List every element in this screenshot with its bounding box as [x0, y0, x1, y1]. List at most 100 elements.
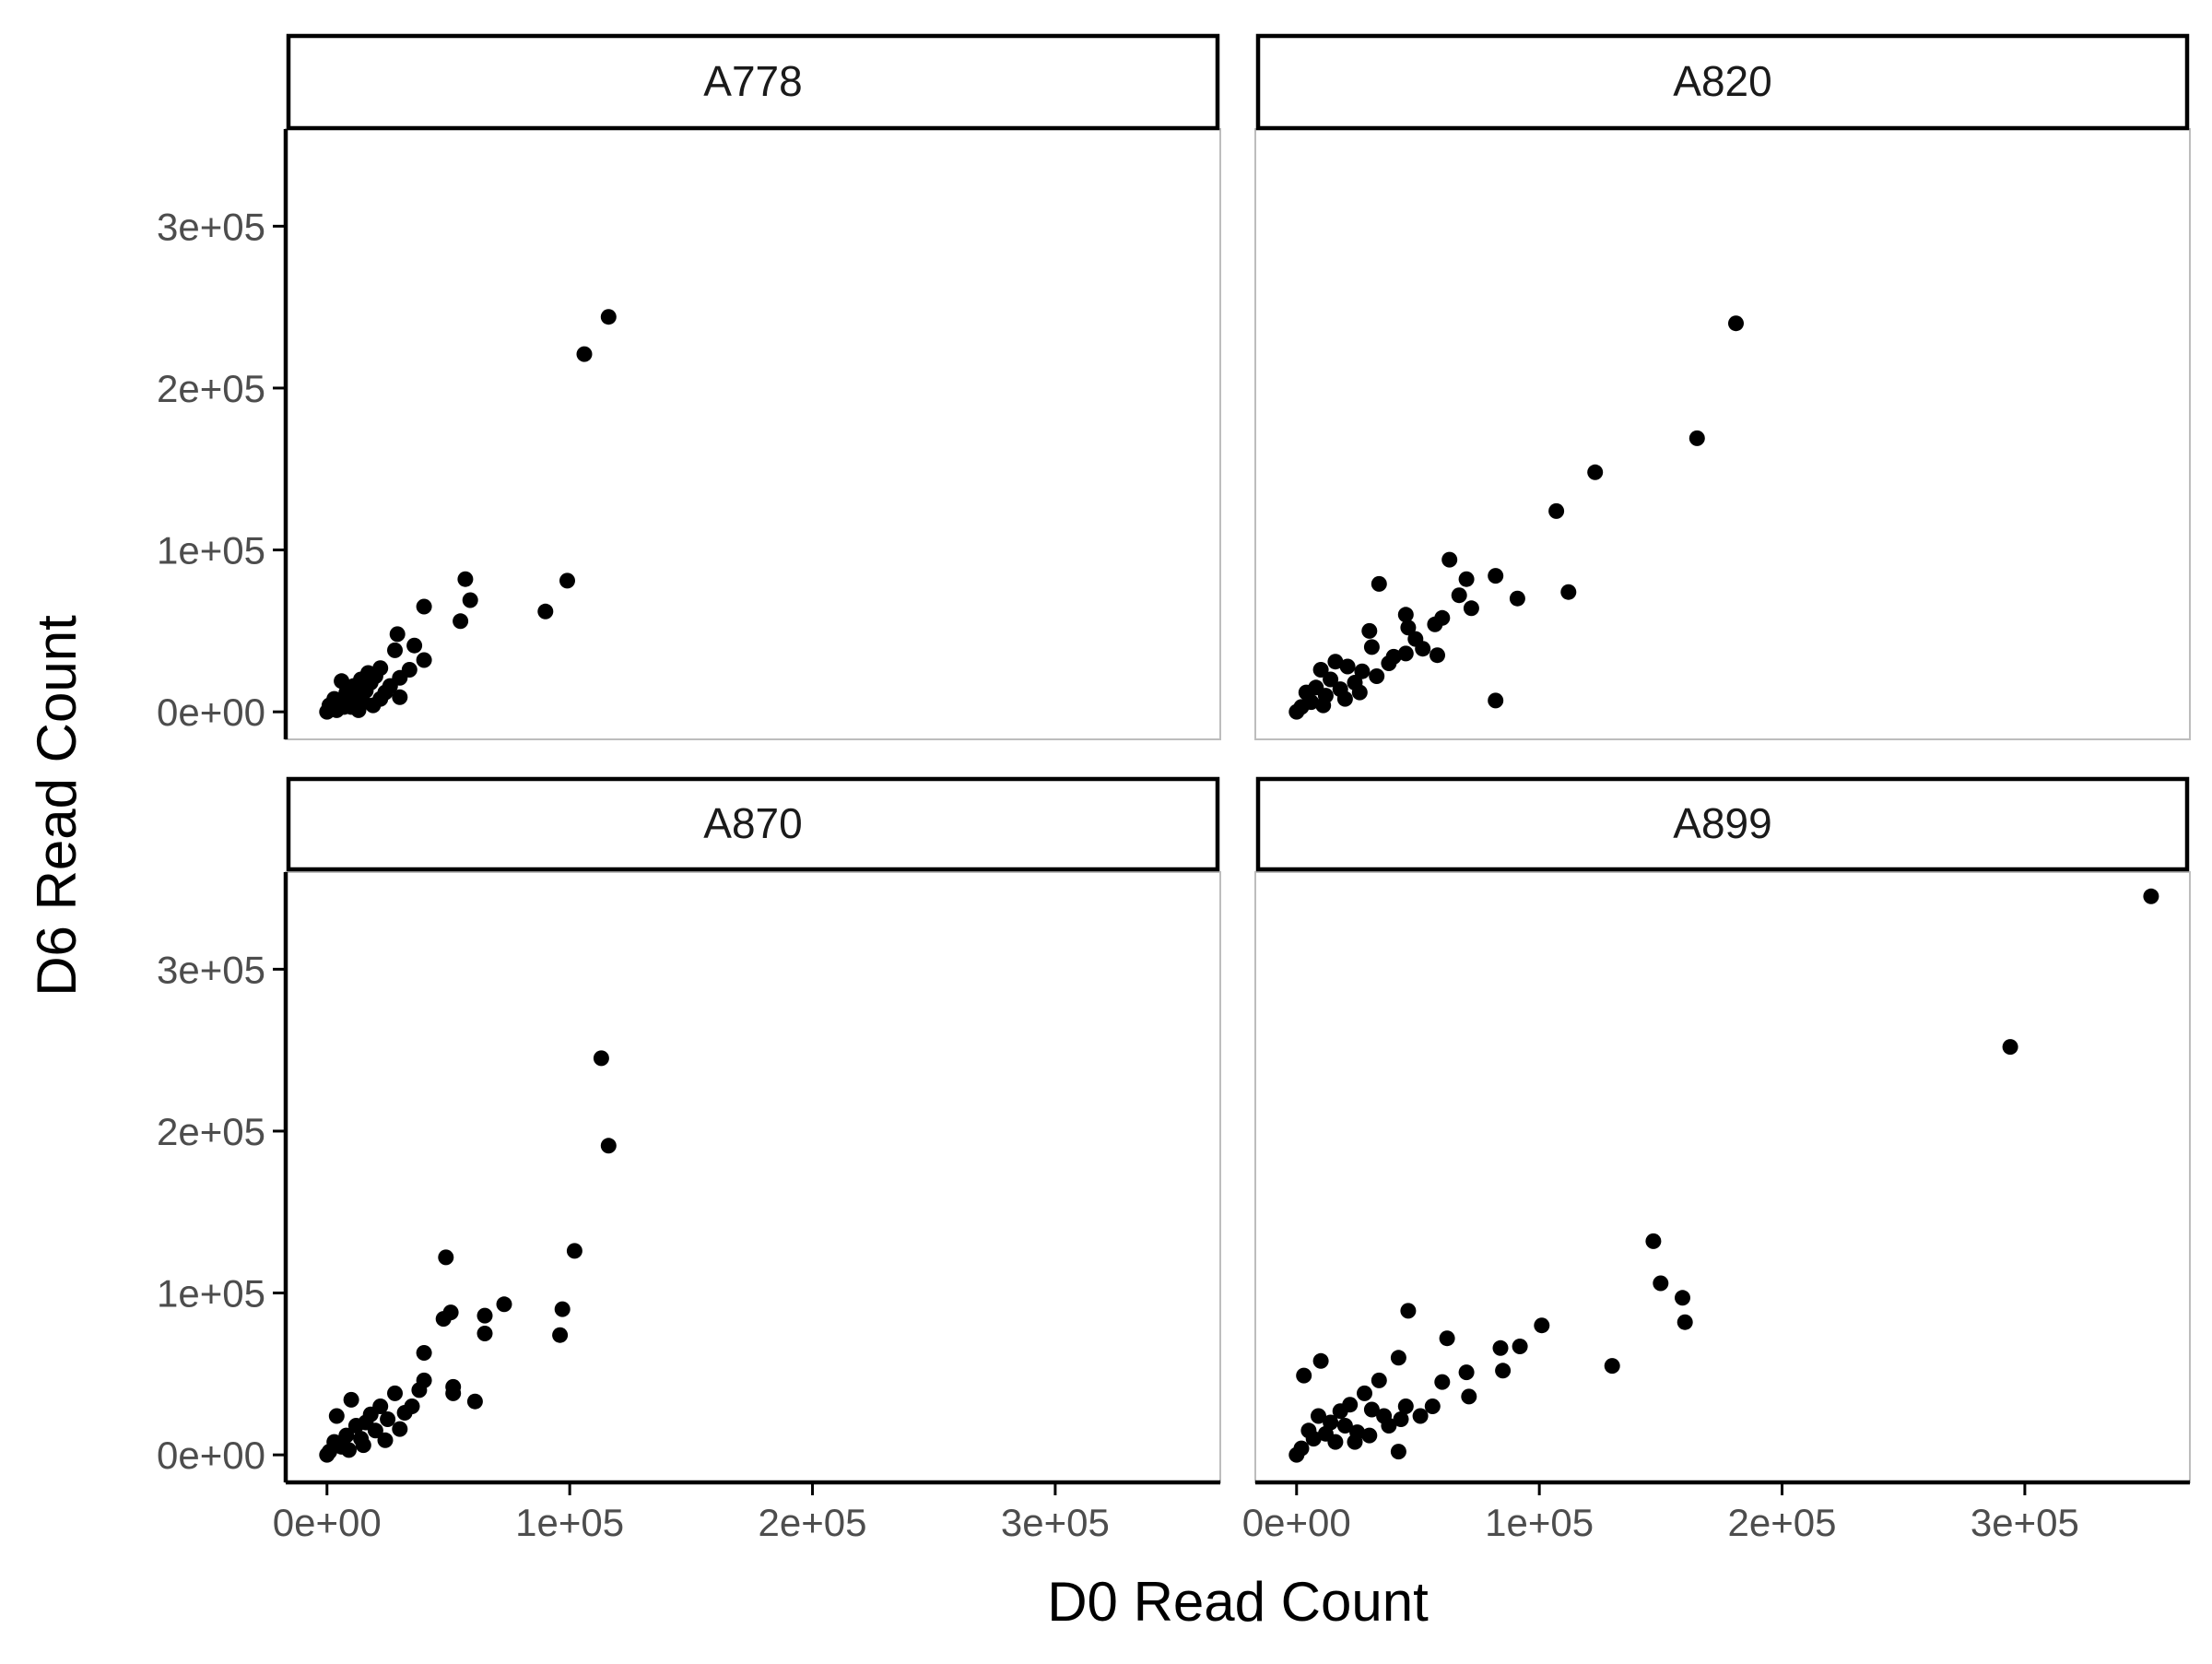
data-point [453, 613, 469, 630]
data-point [600, 1138, 617, 1154]
data-point [1357, 1385, 1372, 1401]
data-point [1492, 1339, 1509, 1356]
y-axis-title: D6 Read Count [26, 615, 88, 997]
data-point [319, 703, 335, 720]
data-point [319, 1446, 335, 1463]
data-point [1361, 1427, 1378, 1444]
y-tick-label: 3e+05 [157, 948, 265, 991]
data-point [1441, 551, 1458, 568]
data-point [477, 1307, 493, 1324]
data-point [1400, 1303, 1417, 1319]
data-point [372, 690, 389, 707]
data-point [2143, 888, 2159, 904]
data-point [1439, 1330, 1455, 1347]
x-tick-label: 2e+05 [759, 1501, 867, 1544]
data-point [416, 652, 432, 668]
data-point [389, 626, 406, 643]
data-point [1354, 663, 1371, 679]
data-point [1312, 1352, 1329, 1369]
data-point [576, 346, 593, 362]
data-point [1315, 697, 1332, 714]
facet-strip-label: A820 [1673, 57, 1771, 105]
data-point [1427, 616, 1443, 632]
data-point [380, 1411, 396, 1427]
data-point [392, 1421, 408, 1437]
facet-strip [1255, 33, 2190, 131]
data-point [438, 1249, 454, 1266]
x-tick-label: 3e+05 [1001, 1501, 1110, 1544]
data-point [416, 1345, 432, 1361]
data-point [462, 592, 478, 608]
data-point [1288, 1446, 1305, 1463]
data-point [392, 689, 408, 705]
data-point [1347, 1434, 1363, 1450]
data-point [1463, 600, 1479, 617]
data-point [1488, 692, 1504, 709]
data-point [600, 309, 617, 325]
data-point [1604, 1358, 1620, 1375]
facet-strip-label: A870 [703, 799, 802, 847]
data-point [1400, 620, 1417, 636]
data-point [1351, 684, 1368, 701]
x-tick-label: 0e+00 [1242, 1501, 1351, 1544]
data-point [1311, 1408, 1326, 1424]
facet-strip [1255, 776, 2190, 872]
data-point [1458, 571, 1475, 587]
y-tick-label: 2e+05 [157, 1110, 265, 1153]
data-point [1645, 1233, 1662, 1249]
data-point [2002, 1039, 2018, 1056]
data-point [1653, 1275, 1669, 1292]
data-point [360, 665, 376, 681]
data-point [377, 1432, 394, 1448]
y-tick-label: 2e+05 [157, 367, 265, 410]
data-point [1371, 1372, 1387, 1388]
data-point [1424, 1398, 1441, 1414]
x-tick-label: 2e+05 [1728, 1501, 1837, 1544]
data-point [1688, 430, 1705, 446]
y-tick-label: 0e+00 [157, 690, 265, 734]
data-point [1560, 584, 1577, 600]
data-point [496, 1296, 512, 1313]
y-tick-label: 1e+05 [157, 1272, 265, 1316]
data-point [445, 1378, 462, 1395]
data-point [559, 572, 575, 589]
data-point [1458, 1364, 1475, 1381]
data-point [1336, 690, 1353, 707]
data-point [1312, 662, 1329, 678]
data-point [341, 1442, 357, 1458]
data-point [1412, 1408, 1429, 1424]
facet-strip [286, 33, 1220, 131]
data-point [1296, 1367, 1312, 1384]
data-point [1512, 1339, 1528, 1354]
data-point [1332, 1403, 1348, 1420]
data-point [1728, 315, 1744, 332]
data-point [1509, 590, 1525, 607]
data-point [1327, 654, 1344, 670]
y-tick-label: 1e+05 [157, 529, 265, 572]
data-point [1336, 1418, 1353, 1434]
x-tick-label: 3e+05 [1971, 1501, 2079, 1544]
facet-strip [286, 776, 1220, 872]
data-point [1361, 622, 1378, 639]
facet-strip-label: A899 [1673, 799, 1771, 847]
data-point [435, 1311, 452, 1328]
data-point [396, 1405, 413, 1421]
data-point [1587, 464, 1604, 480]
data-point [347, 1418, 364, 1434]
data-point [537, 603, 554, 620]
data-point [1397, 1398, 1414, 1414]
data-point [1397, 645, 1414, 662]
y-tick-label: 3e+05 [157, 205, 265, 248]
data-point [416, 598, 432, 615]
data-point [554, 1301, 571, 1317]
data-point [1675, 1290, 1690, 1306]
data-point [1430, 647, 1445, 664]
data-point [1488, 568, 1504, 584]
data-point [1677, 1314, 1693, 1330]
data-point [1451, 587, 1467, 604]
data-point [1317, 1425, 1334, 1442]
data-point [406, 637, 423, 654]
data-point [552, 1327, 569, 1343]
data-point [1300, 1422, 1317, 1439]
data-point [343, 1391, 359, 1408]
